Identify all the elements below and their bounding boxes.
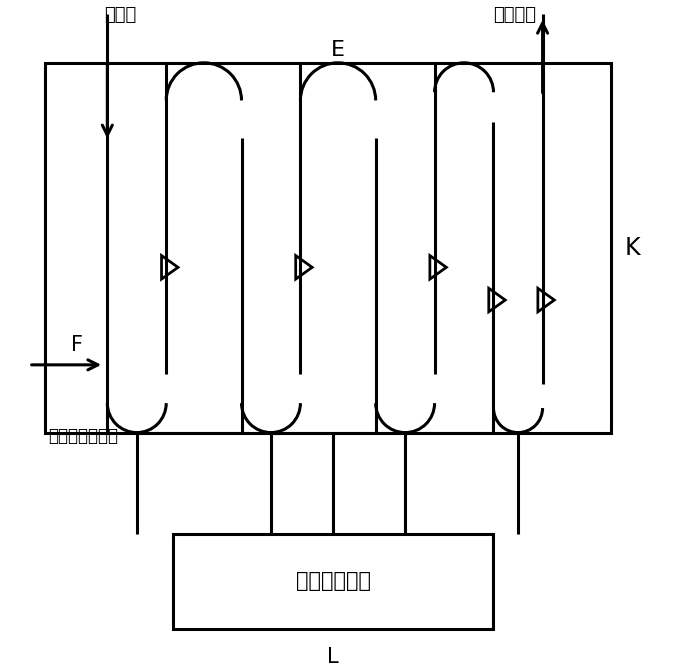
Text: 水进口: 水进口	[104, 5, 136, 23]
Text: 物料出口: 物料出口	[493, 5, 536, 23]
Text: L: L	[327, 648, 339, 667]
Text: E: E	[331, 40, 345, 60]
Text: K: K	[624, 236, 640, 260]
Text: 硝基胍酸液进口: 硝基胍酸液进口	[48, 427, 118, 446]
Text: 超声波发生器: 超声波发生器	[296, 572, 370, 592]
Text: F: F	[71, 335, 83, 355]
